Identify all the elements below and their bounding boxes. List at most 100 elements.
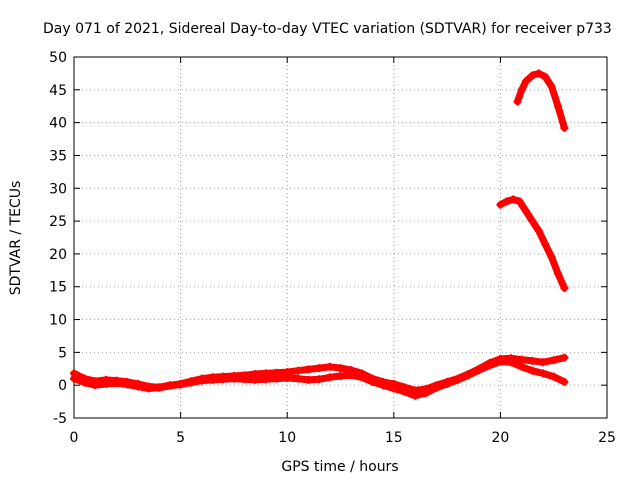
data-point: [304, 365, 313, 374]
data-point: [496, 200, 505, 209]
y-tick-label: 45: [49, 83, 67, 99]
x-tick-label: 5: [176, 430, 185, 446]
data-point: [325, 373, 334, 382]
data-point: [389, 384, 398, 393]
data-point: [347, 371, 356, 380]
data-point: [515, 197, 524, 206]
data-point: [315, 375, 324, 384]
data-point: [219, 375, 228, 384]
data-point: [539, 358, 547, 367]
data-point: [513, 97, 522, 106]
data-point: [400, 387, 409, 396]
data-point: [70, 374, 78, 383]
data-point: [261, 375, 270, 384]
data-point: [336, 372, 345, 380]
data-point: [522, 207, 530, 216]
chart-title: Day 071 of 2021, Sidereal Day-to-day VTE…: [43, 21, 612, 37]
data-point: [507, 358, 516, 367]
x-axis-title: GPS time / hours: [281, 459, 398, 475]
y-tick-label: 50: [49, 50, 67, 66]
data-point: [453, 375, 462, 384]
x-tick-label: 20: [491, 430, 509, 446]
data-point: [528, 356, 537, 365]
x-tick-label: 15: [385, 430, 403, 446]
data-point: [547, 253, 556, 262]
y-tick-label: 40: [49, 116, 67, 132]
plot-frame: [73, 56, 608, 419]
data-point: [541, 72, 550, 81]
data-point: [187, 378, 196, 387]
y-tick-label: 5: [58, 345, 67, 361]
data-point: [144, 384, 153, 393]
x-tick-label: 25: [598, 430, 616, 446]
data-point: [293, 374, 302, 383]
data-point: [102, 379, 110, 388]
data-point: [336, 364, 345, 373]
data-point: [208, 375, 217, 384]
data-point: [547, 82, 556, 91]
data-point: [549, 372, 558, 381]
y-tick-label: 30: [49, 181, 67, 197]
y-tick-label: 15: [49, 280, 67, 296]
data-point: [534, 226, 543, 235]
data-point: [229, 374, 238, 383]
x-tick-label: 0: [70, 430, 79, 446]
data-point: [197, 376, 206, 385]
y-tick-label: 25: [49, 214, 67, 230]
data-point: [475, 366, 484, 375]
data-point: [357, 373, 366, 382]
data-point: [485, 361, 494, 370]
data-point: [176, 380, 185, 389]
data-series: [70, 69, 569, 400]
data-point: [80, 378, 89, 387]
data-point: [528, 366, 537, 375]
series-line-arc-3: [496, 195, 568, 292]
data-point: [432, 383, 441, 392]
data-point: [240, 375, 249, 384]
data-point: [325, 362, 334, 371]
data-point: [539, 369, 547, 378]
data-point: [528, 217, 537, 226]
y-tick-label: 20: [49, 247, 67, 263]
data-point: [528, 71, 537, 80]
data-point: [522, 77, 530, 86]
data-point: [123, 380, 132, 389]
data-point: [517, 355, 526, 364]
y-tick-label: 0: [58, 378, 67, 394]
data-point: [517, 362, 526, 371]
data-point: [283, 374, 292, 382]
data-point: [554, 269, 562, 278]
data-point: [304, 375, 313, 384]
data-point: [443, 379, 452, 388]
data-point: [91, 381, 100, 390]
data-point: [315, 364, 324, 373]
grid: [74, 57, 607, 418]
y-tick-label: -5: [53, 411, 67, 427]
data-point: [155, 383, 164, 392]
data-point: [112, 379, 121, 388]
data-point: [560, 377, 569, 386]
y-tick-label: 10: [49, 313, 67, 329]
data-point: [134, 382, 142, 391]
data-point: [509, 195, 518, 204]
data-point: [502, 197, 511, 206]
data-point: [554, 102, 562, 111]
data-point: [541, 240, 550, 249]
data-point: [464, 371, 473, 380]
data-point: [517, 85, 526, 94]
data-point: [293, 366, 302, 375]
data-point: [549, 356, 558, 365]
data-point: [165, 381, 174, 390]
data-point: [379, 381, 388, 390]
data-point: [411, 391, 420, 400]
data-point: [560, 353, 569, 362]
data-point: [421, 389, 430, 398]
data-point: [560, 123, 569, 132]
data-point: [368, 377, 377, 386]
data-point: [534, 69, 543, 78]
data-point: [251, 375, 260, 384]
x-tick-label: 10: [278, 430, 296, 446]
data-point: [560, 284, 569, 292]
